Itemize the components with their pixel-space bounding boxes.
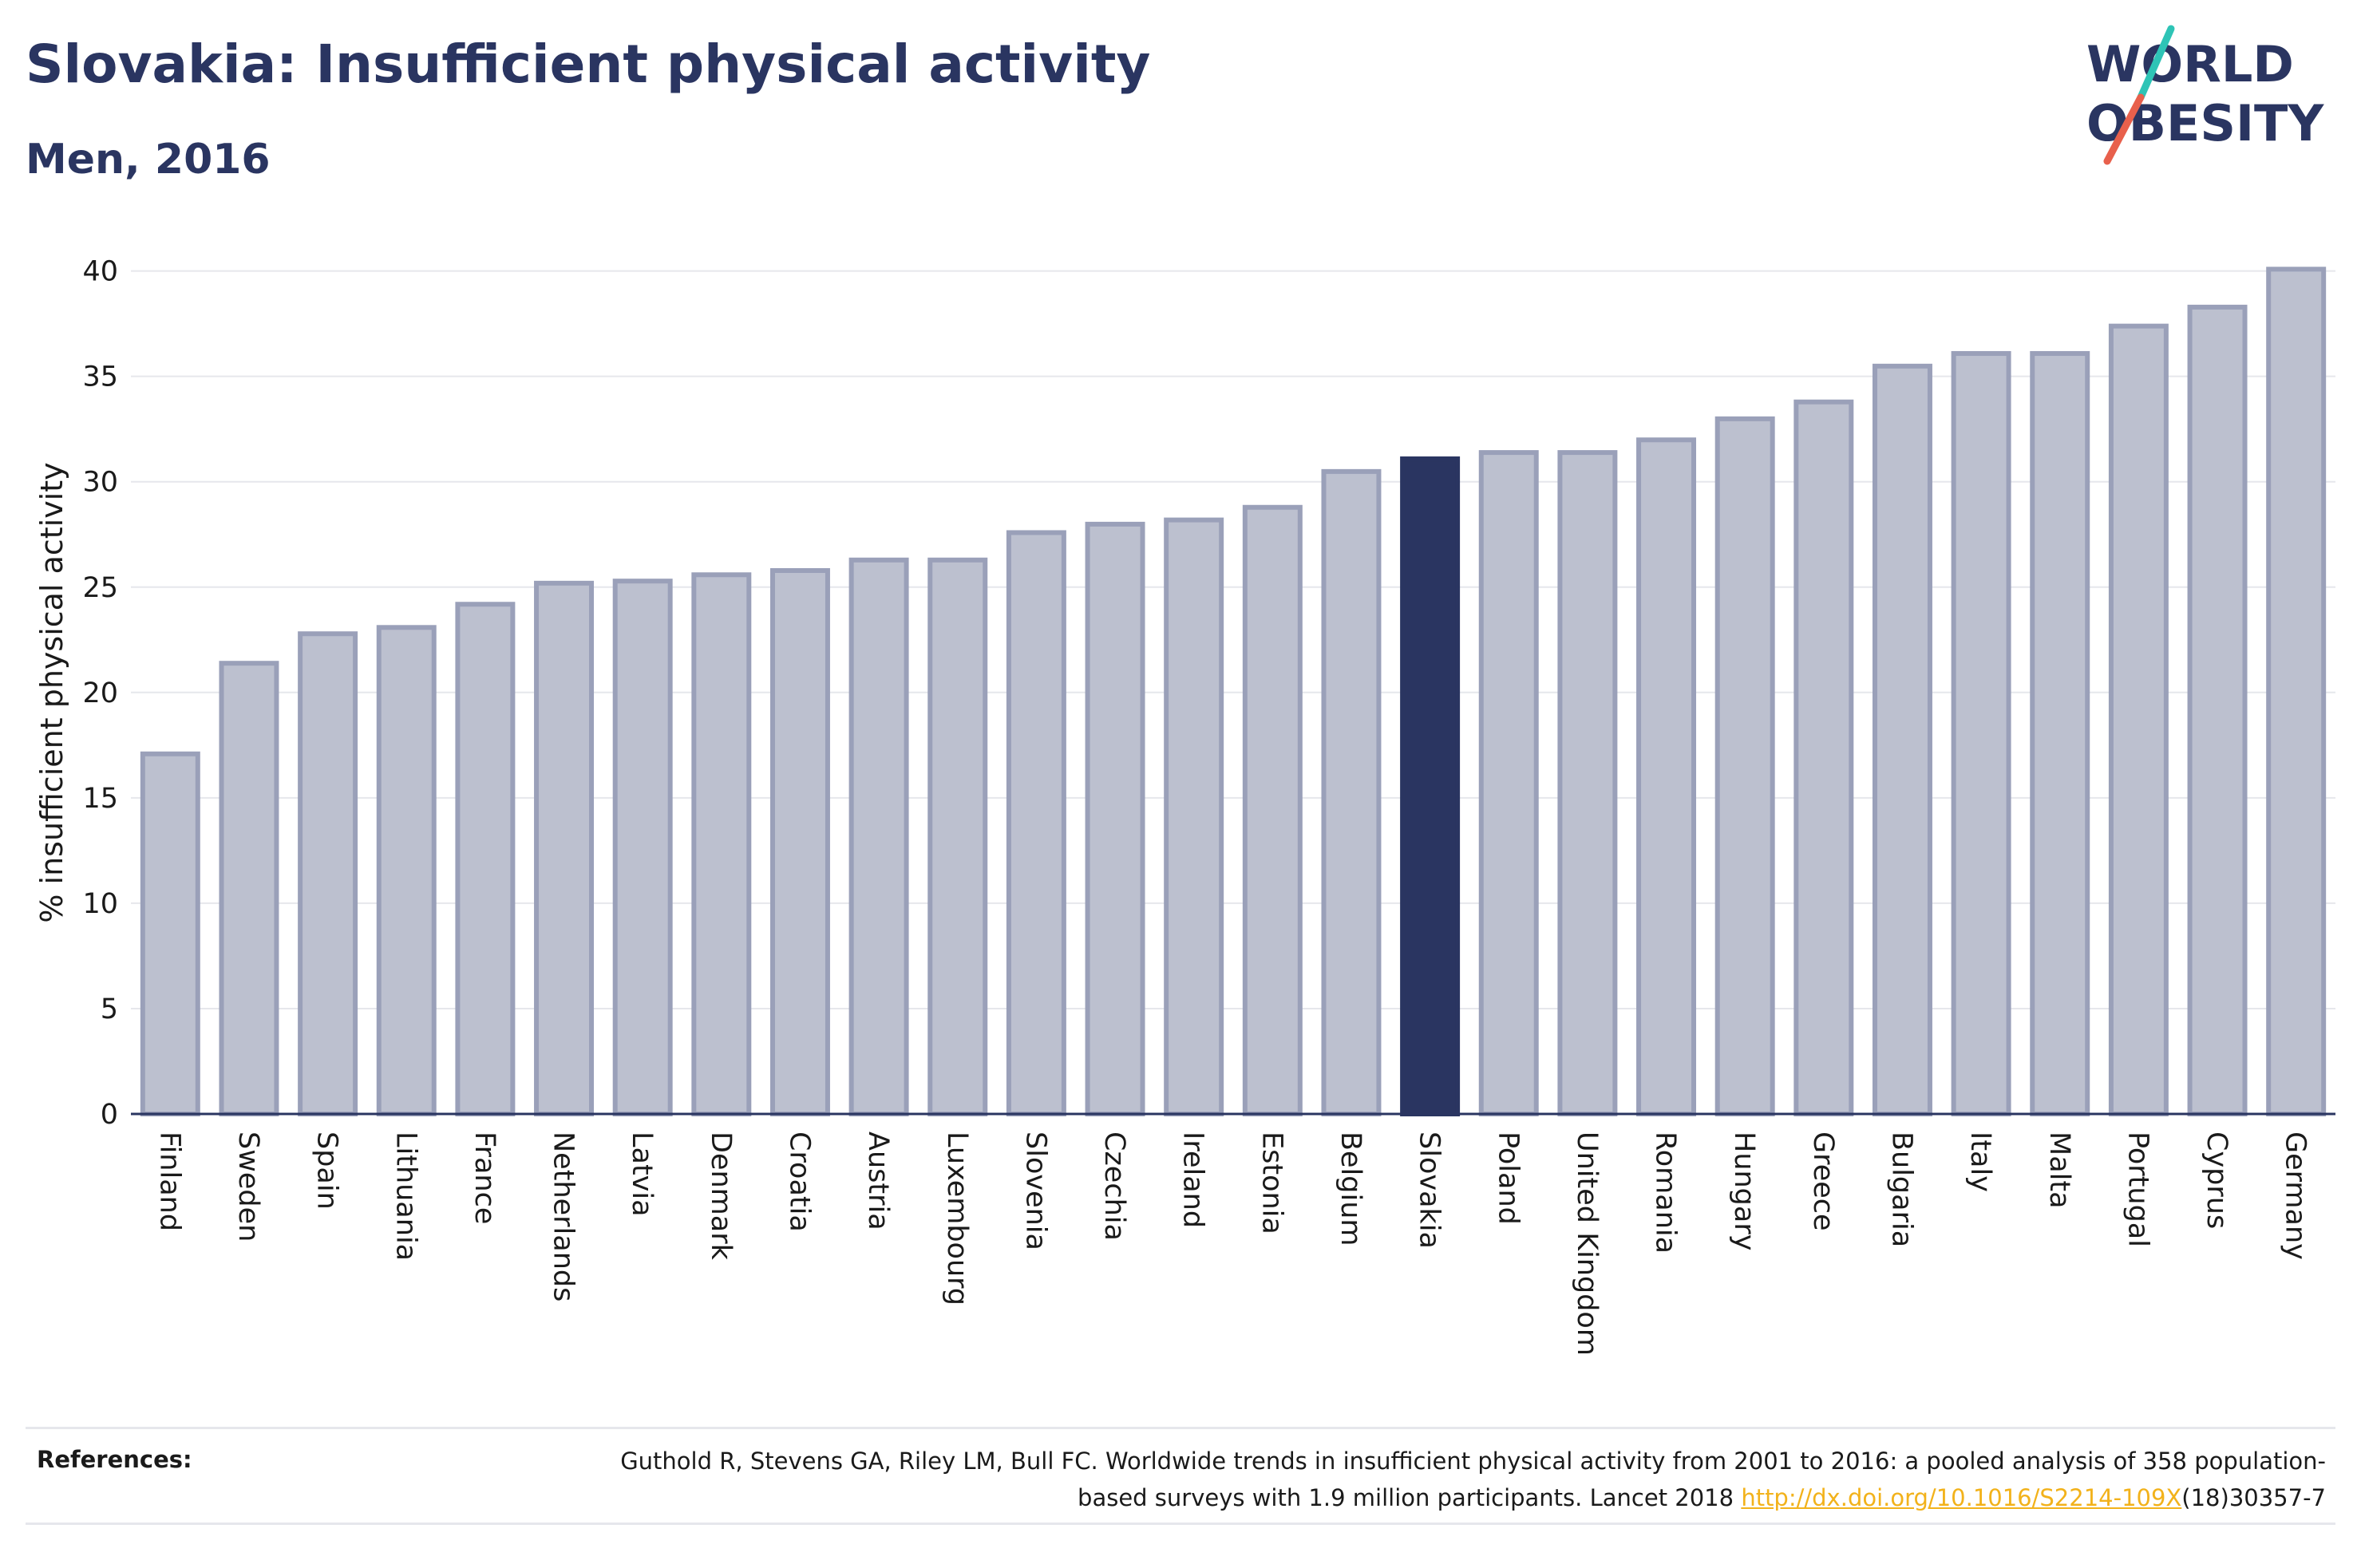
y-tick-labels: 0 5 10 15 20 25 30 35 40 <box>82 256 118 1131</box>
y-tick-label: 40 <box>82 256 118 288</box>
x-tick-label: France <box>469 1132 500 1224</box>
bar-poland <box>1478 450 1539 1116</box>
world-obesity-logo: WORLD OBESITY <box>2086 25 2324 165</box>
x-tick-label: Malta <box>2043 1132 2075 1209</box>
references-label: References: <box>37 1446 192 1473</box>
references-text: Guthold R, Stevens GA, Riley LM, Bull FC… <box>570 1443 2326 1516</box>
x-tick-label: Slovakia <box>1414 1132 1445 1249</box>
x-tick-label: Poland <box>1492 1132 1524 1225</box>
x-tick-label: Estonia <box>1256 1132 1287 1234</box>
bar-germany <box>2266 267 2327 1116</box>
logo-slash-bottom <box>2103 93 2145 165</box>
bar-ireland <box>1164 517 1224 1116</box>
y-axis-label: % insufficient physical activity <box>34 462 69 922</box>
bar-netherlands <box>534 580 595 1116</box>
x-tick-label: Sweden <box>232 1132 264 1242</box>
x-tick-label: United Kingdom <box>1571 1132 1603 1356</box>
bar-sweden <box>219 661 279 1116</box>
x-tick-label: Hungary <box>1728 1132 1760 1250</box>
x-tick-label: Latvia <box>626 1132 658 1217</box>
x-tick-label: Bulgaria <box>1885 1132 1917 1247</box>
bar-hungary <box>1714 416 1775 1116</box>
x-tick-label: Denmark <box>705 1132 737 1261</box>
y-tick-label: 30 <box>82 467 118 499</box>
bar-slovenia <box>1006 530 1066 1116</box>
bar-luxembourg <box>927 557 988 1116</box>
logo-slash-top <box>2137 25 2175 101</box>
bar-chart: 0 5 10 15 20 25 30 35 40 Finland Sweden Spain Lithu… <box>34 256 2335 1356</box>
x-tick-label: Cyprus <box>2201 1132 2232 1229</box>
bar-bulgaria <box>1872 363 1932 1116</box>
x-tick-label: Italy <box>1964 1132 1996 1192</box>
bar-finland <box>140 751 200 1116</box>
y-tick-label: 5 <box>101 993 118 1025</box>
bar-portugal <box>2108 323 2169 1116</box>
bar-estonia <box>1242 504 1303 1116</box>
bars <box>140 267 2327 1116</box>
x-tick-label: Croatia <box>783 1132 815 1232</box>
x-tick-label: Spain <box>311 1132 343 1210</box>
x-tick-label: Luxembourg <box>941 1132 973 1305</box>
x-tick-label: Netherlands <box>548 1132 579 1301</box>
bar-malta <box>2030 350 2090 1116</box>
bar-slovakia <box>1400 456 1461 1116</box>
x-tick-label: Belgium <box>1335 1132 1366 1246</box>
bar-belgium <box>1321 468 1382 1116</box>
y-tick-label: 15 <box>82 783 118 815</box>
x-tick-label: Slovenia <box>1019 1132 1051 1250</box>
bar-greece <box>1793 399 1854 1116</box>
x-tick-label: Czechia <box>1098 1132 1130 1241</box>
bar-czechia <box>1085 521 1145 1116</box>
y-tick-label: 10 <box>82 888 118 920</box>
y-tick-label: 35 <box>82 361 118 393</box>
chart-subtitle: Men, 2016 <box>26 136 271 184</box>
chart-title: Slovakia: Insufficient physical activity <box>26 34 1151 95</box>
y-tick-label: 25 <box>82 572 118 604</box>
bar-latvia <box>612 579 673 1116</box>
x-tick-labels: Finland Sweden Spain Lithuania France Netherl… <box>153 1132 2311 1356</box>
bar-spain <box>298 631 358 1116</box>
x-tick-label: Portugal <box>2122 1132 2153 1247</box>
logo-line1: WORLD <box>2086 35 2294 93</box>
references-top-divider <box>26 1427 2335 1429</box>
x-tick-label: Romania <box>1650 1132 1682 1254</box>
x-tick-label: Finland <box>153 1132 185 1231</box>
y-tick-label: 20 <box>82 677 118 709</box>
bar-austria <box>848 557 909 1116</box>
x-tick-label: Germany <box>2280 1132 2312 1260</box>
references-citation-suffix: (18)30357-7 <box>2181 1484 2326 1511</box>
bar-cyprus <box>2187 304 2248 1116</box>
references-citation: Guthold R, Stevens GA, Riley LM, Bull FC… <box>620 1448 2326 1511</box>
bar-united-kingdom <box>1557 450 1618 1116</box>
references-doi-link[interactable]: http://dx.doi.org/10.1016/S2214-109X <box>1741 1484 2182 1511</box>
bar-lithuania <box>376 625 437 1116</box>
x-tick-label: Greece <box>1807 1132 1839 1231</box>
bar-denmark <box>691 572 752 1116</box>
bar-france <box>455 602 516 1116</box>
x-tick-label: Lithuania <box>390 1132 421 1261</box>
bar-italy <box>1951 350 2011 1116</box>
bar-croatia <box>769 567 830 1116</box>
x-tick-label: Austria <box>862 1132 894 1230</box>
bar-romania <box>1636 437 1697 1116</box>
x-tick-label: Ireland <box>1177 1132 1209 1228</box>
y-tick-label: 0 <box>101 1099 118 1131</box>
references-bottom-divider <box>26 1523 2335 1525</box>
